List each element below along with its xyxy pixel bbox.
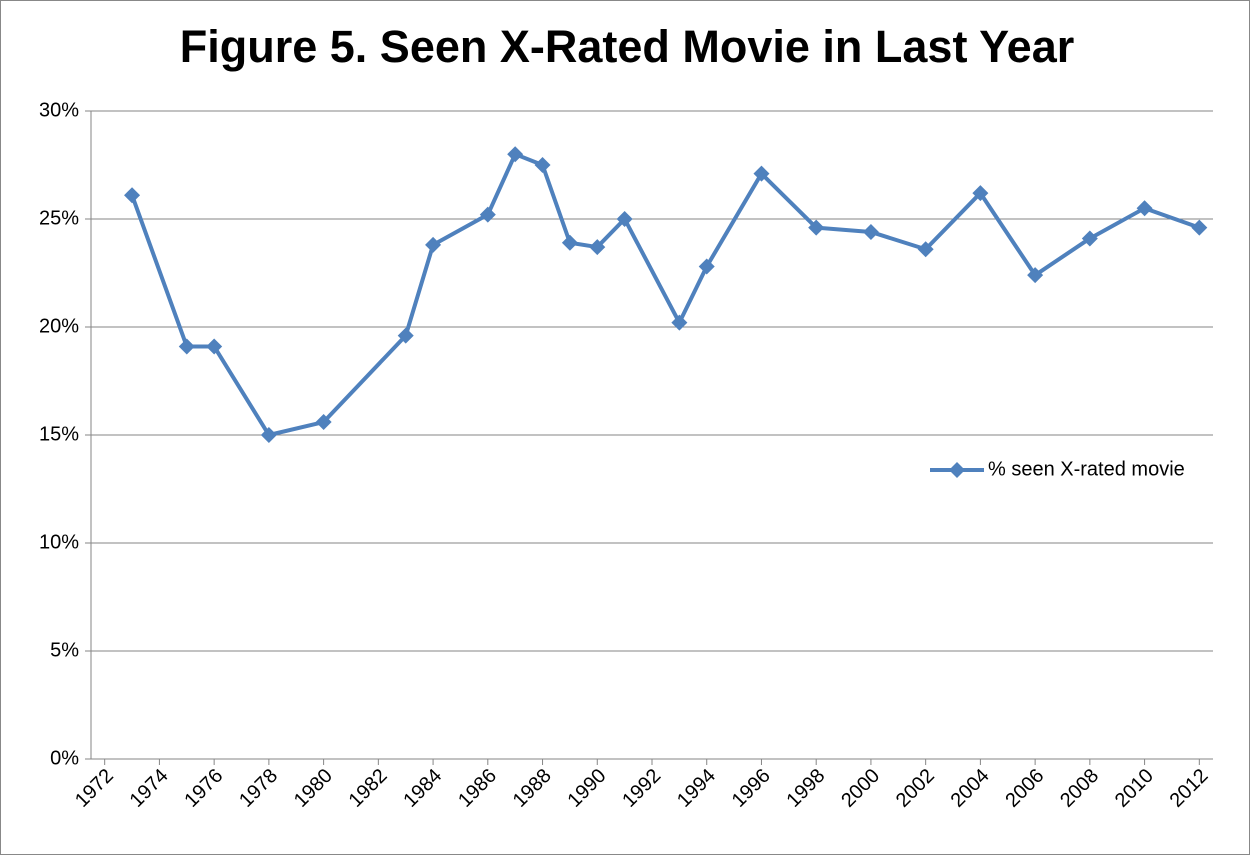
marker xyxy=(206,338,223,355)
marker xyxy=(616,211,633,227)
marker xyxy=(1191,219,1208,236)
marker xyxy=(124,187,141,204)
y-tick-label: 25% xyxy=(39,207,79,229)
y-tick-label: 20% xyxy=(39,315,79,337)
marker xyxy=(1081,230,1098,247)
marker xyxy=(808,219,825,236)
y-tick-label: 0% xyxy=(50,747,79,769)
marker xyxy=(862,223,879,240)
marker xyxy=(534,157,551,173)
marker xyxy=(479,206,496,223)
marker xyxy=(698,258,715,275)
marker xyxy=(397,327,414,344)
legend-marker xyxy=(949,462,965,478)
y-tick-label: 15% xyxy=(39,423,79,445)
marker xyxy=(753,165,770,182)
marker xyxy=(507,146,524,163)
y-tick-label: 5% xyxy=(50,639,79,661)
marker xyxy=(917,241,934,258)
y-tick-label: 30% xyxy=(39,99,79,121)
marker xyxy=(315,414,332,431)
marker xyxy=(1136,200,1153,217)
legend-label: % seen X-rated movie xyxy=(988,458,1185,480)
marker xyxy=(260,427,277,443)
series-line xyxy=(130,152,1200,437)
marker xyxy=(671,314,688,331)
marker xyxy=(589,239,606,256)
chart-title: Figure 5. Seen X-Rated Movie in Last Yea… xyxy=(180,21,1074,72)
marker xyxy=(178,338,195,355)
marker xyxy=(972,185,989,202)
y-tick-label: 10% xyxy=(39,531,79,553)
marker xyxy=(1027,267,1044,284)
marker xyxy=(425,236,442,253)
marker xyxy=(561,234,578,251)
